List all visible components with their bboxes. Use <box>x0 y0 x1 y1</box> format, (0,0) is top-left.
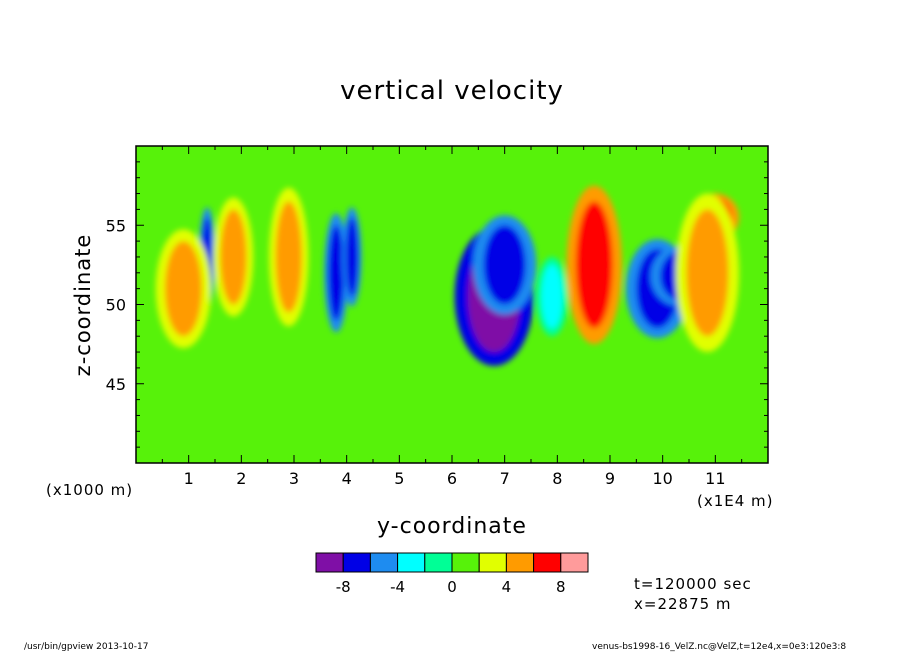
y-tick-label: 55 <box>106 216 126 235</box>
colorbar-tick-label: 8 <box>556 578 566 596</box>
x-tick-label: 11 <box>705 469 725 488</box>
colorbar-tick-label: -4 <box>390 578 405 596</box>
x-position-label: x=22875 m <box>634 595 732 613</box>
velocity-field <box>136 146 768 463</box>
x-tick-label: 1 <box>184 469 194 488</box>
field-feature <box>483 225 526 305</box>
colorbar-swatch <box>505 552 535 573</box>
x-tick-label: 5 <box>394 469 404 488</box>
colorbar-tick-label: 0 <box>447 578 457 596</box>
x-tick-label: 6 <box>447 469 457 488</box>
footer-right: venus-bs1998-16_VelZ.nc@VelZ,t=12e4,x=0e… <box>592 642 847 652</box>
z-unit-note: (x1000 m) <box>46 481 134 499</box>
x-tick-label: 4 <box>342 469 352 488</box>
colorbar-swatch <box>533 552 562 573</box>
field-feature <box>575 201 613 329</box>
x-tick-label: 3 <box>289 469 299 488</box>
colorbar: -8 -4 0 4 8 <box>315 552 589 596</box>
y-tick-label: 45 <box>106 375 126 394</box>
y-tick-label: 50 <box>106 296 126 315</box>
colorbar-swatch <box>424 552 453 573</box>
x-tick-label: 9 <box>605 469 615 488</box>
y-unit-note: (x1E4 m) <box>697 492 774 510</box>
x-tick-label: 7 <box>500 469 510 488</box>
time-label: t=120000 sec <box>634 575 752 593</box>
field-feature <box>541 264 563 329</box>
field-feature <box>328 225 345 321</box>
field-feature <box>164 241 202 337</box>
x-axis-title: y-coordinate <box>377 514 527 539</box>
y-axis-ticks: 45 50 55 <box>106 161 768 448</box>
colorbar-swatch <box>560 552 589 573</box>
x-tick-label: 10 <box>652 469 672 488</box>
colorbar-swatch <box>315 552 344 573</box>
y-axis-title: z-coordinate <box>71 233 95 377</box>
colorbar-swatch <box>478 552 507 573</box>
colorbar-tick-label: -8 <box>336 578 351 596</box>
colorbar-swatch <box>397 552 426 573</box>
x-axis-ticks: 1 2 3 4 5 6 7 8 9 10 11 <box>161 146 743 488</box>
colorbar-tick-label: 4 <box>502 578 512 596</box>
chart-title: vertical velocity <box>340 76 564 106</box>
colorbar-swatch <box>451 552 480 573</box>
colorbar-swatch <box>342 552 371 573</box>
x-tick-label: 8 <box>552 469 562 488</box>
field-feature <box>345 217 359 297</box>
field-feature <box>275 201 302 313</box>
colorbar-swatch <box>369 552 399 573</box>
field-feature <box>686 209 729 337</box>
field-feature <box>220 209 247 305</box>
x-tick-label: 2 <box>236 469 246 488</box>
footer-left: /usr/bin/gpview 2013-10-17 <box>24 642 149 652</box>
